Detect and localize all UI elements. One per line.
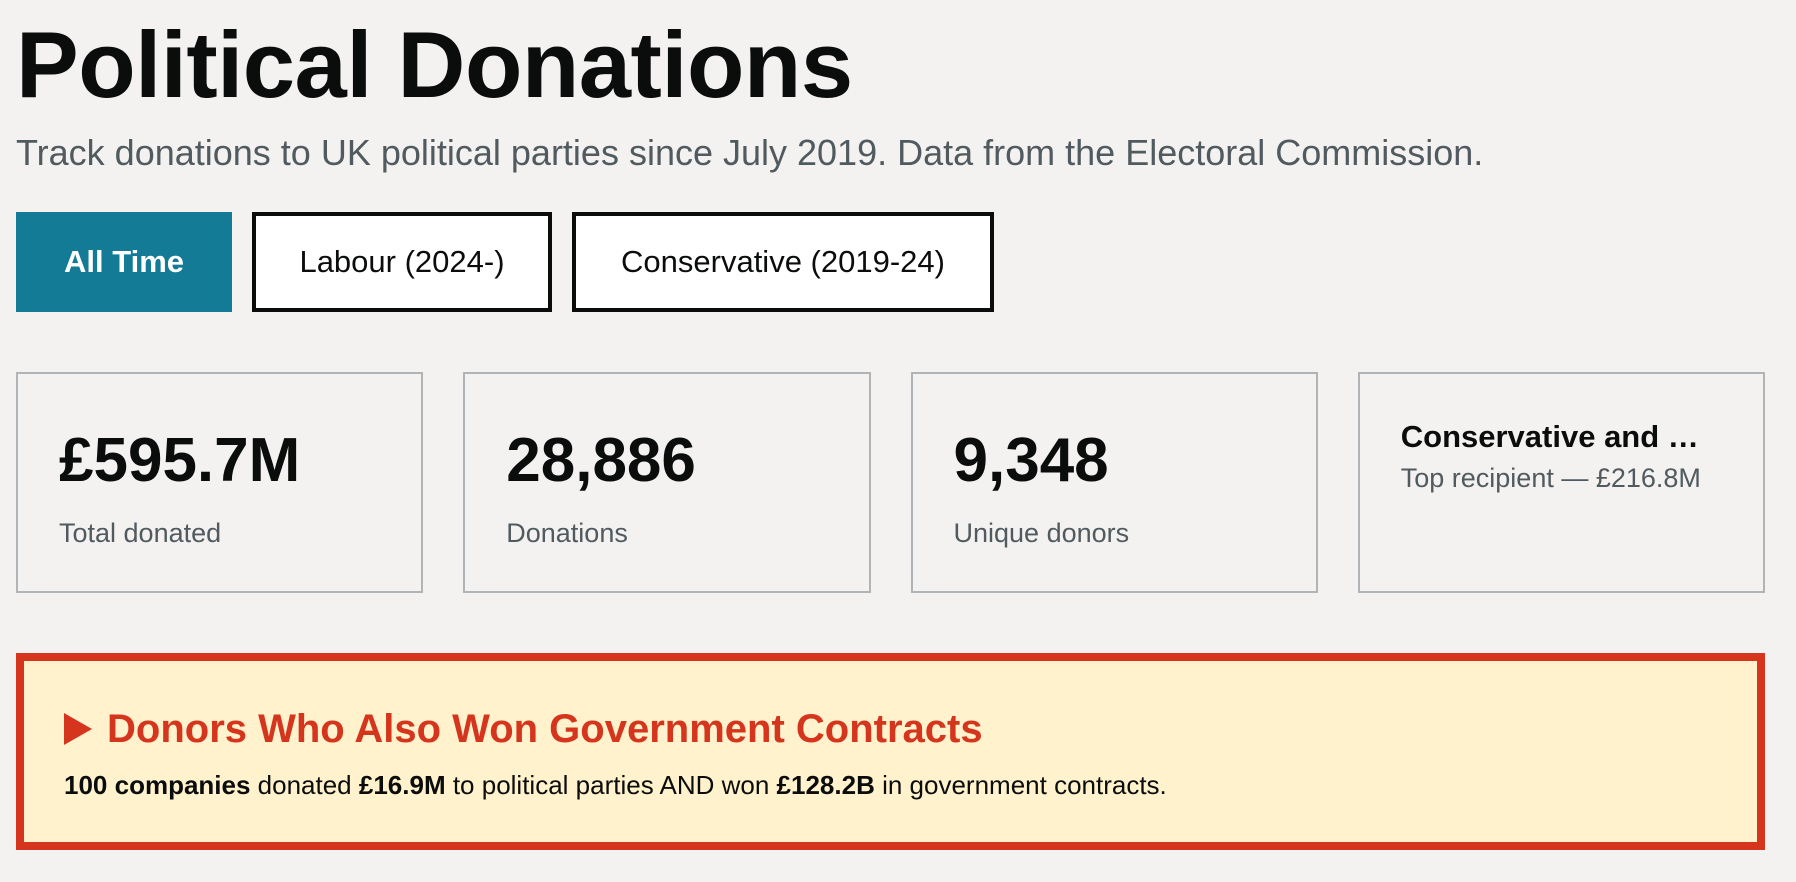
stat-card-top-recipient: Conservative and … Top recipient — £216.… xyxy=(1357,372,1765,593)
filter-tabs: All Time Labour (2024-) Conservative (20… xyxy=(16,212,1765,312)
page-title: Political Donations xyxy=(16,12,853,117)
page-subtitle: Track donations to UK political parties … xyxy=(16,132,1484,173)
alert-text-segment: donated xyxy=(250,770,359,800)
top-recipient-name: Conservative and … xyxy=(1400,419,1699,454)
stat-card-donations: 28,886 Donations xyxy=(463,372,871,593)
alert-heading-toggle[interactable]: Donors Who Also Won Government Contracts xyxy=(64,705,1717,753)
stat-value: 28,886 xyxy=(506,426,696,495)
stat-label: Donations xyxy=(506,518,628,548)
alert-contracts-amount: £128.2B xyxy=(776,770,875,800)
filter-all-time-button[interactable]: All Time xyxy=(16,212,232,312)
stat-label: Total donated xyxy=(59,518,222,548)
stat-label: Unique donors xyxy=(953,518,1130,548)
alert-text-segment: in government contracts. xyxy=(874,770,1167,800)
alert-summary: 100 companies donated £16.9M to politica… xyxy=(64,767,1717,803)
alert-text-segment: to political parties AND won xyxy=(445,770,777,800)
stat-card-total-donated: £595.7M Total donated xyxy=(16,372,424,593)
filter-conservative-button[interactable]: Conservative (2019-24) xyxy=(572,212,994,312)
stat-card-unique-donors: 9,348 Unique donors xyxy=(910,372,1318,593)
alert-heading-text: Donors Who Also Won Government Contracts xyxy=(107,707,983,751)
stat-value: £595.7M xyxy=(59,426,301,495)
top-recipient-detail: Top recipient — £216.8M xyxy=(1400,463,1701,493)
alert-donated-amount: £16.9M xyxy=(358,770,446,800)
alert-companies-count: 100 companies xyxy=(64,770,251,800)
contracts-alert-panel: Donors Who Also Won Government Contracts… xyxy=(16,653,1765,850)
triangle-right-icon xyxy=(64,713,92,745)
stats-row: £595.7M Total donated 28,886 Donations 9… xyxy=(16,372,1765,593)
filter-labour-button[interactable]: Labour (2024-) xyxy=(252,212,552,312)
stat-value: 9,348 xyxy=(953,426,1109,495)
